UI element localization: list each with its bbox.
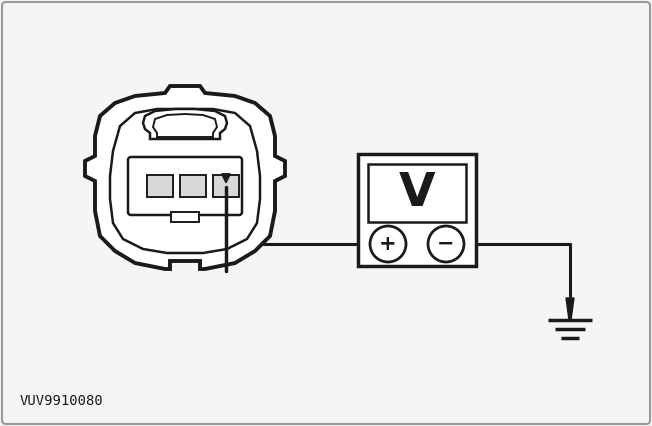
Bar [368,164,466,222]
Text: +: + [379,234,397,254]
Bar [358,154,476,266]
Text: VUV9910080: VUV9910080 [20,394,104,408]
Circle shape [428,226,464,262]
Polygon shape [566,298,574,320]
Polygon shape [153,114,217,137]
Bar [171,212,199,222]
FancyBboxPatch shape [128,157,242,215]
Bar [213,175,239,197]
Polygon shape [85,86,285,269]
Polygon shape [143,109,227,139]
Text: V: V [398,170,436,216]
Circle shape [370,226,406,262]
Polygon shape [110,109,260,253]
Bar [147,175,173,197]
Text: −: − [437,234,454,254]
Bar [180,175,206,197]
